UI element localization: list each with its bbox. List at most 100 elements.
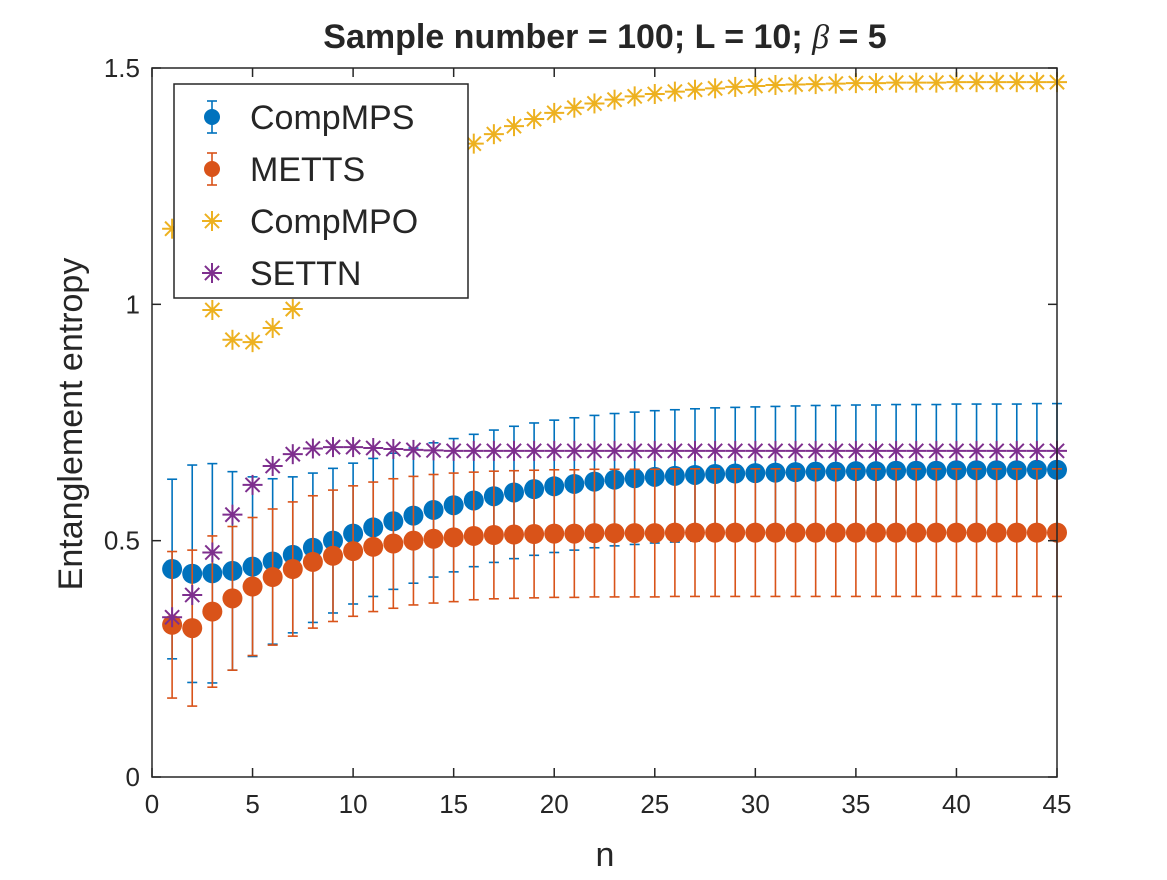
compmpo-point [886, 72, 907, 93]
metts-point [604, 523, 625, 544]
y-tick-label: 1 [126, 289, 140, 319]
x-tick-label: 0 [145, 789, 159, 819]
compmpo-point [242, 332, 263, 353]
legend-marker-metts [204, 161, 220, 177]
metts-point [946, 522, 967, 543]
legend-label-settn: SETTN [250, 255, 361, 293]
x-tick-label: 20 [540, 789, 569, 819]
compmpo-point [966, 72, 987, 93]
compmpo-point [866, 73, 886, 94]
metts-point [926, 522, 947, 543]
metts-point [544, 523, 565, 544]
x-tick-label: 40 [942, 789, 971, 819]
settn-point [785, 440, 806, 461]
series-metts [162, 468, 1067, 707]
compmpo-point [524, 109, 545, 130]
metts-point [886, 522, 907, 543]
compmpo-point [544, 102, 565, 123]
compmpo-point [222, 329, 243, 350]
settn-point [866, 440, 886, 461]
x-tick-label: 15 [439, 789, 468, 819]
compmpo-point [604, 89, 625, 110]
compmpo-point [1006, 72, 1027, 93]
metts-point [504, 524, 524, 545]
settn-point [182, 585, 203, 606]
settn-point [745, 440, 766, 461]
metts-point [745, 522, 766, 543]
chart-legend: CompMPS METTS CompMPO SETTN [173, 83, 469, 299]
x-tick-label: 35 [841, 789, 870, 819]
settn-point [644, 440, 665, 461]
metts-point [564, 523, 585, 544]
settn-point [664, 440, 685, 461]
metts-point [182, 618, 203, 639]
settn-point [604, 440, 625, 461]
compmpo-point [1026, 72, 1047, 93]
compmpo-point [463, 133, 484, 154]
legend-label-metts: METTS [250, 151, 365, 189]
metts-point [323, 545, 343, 566]
settn-point [383, 438, 404, 459]
metts-point [765, 522, 786, 543]
metts-point [906, 522, 927, 543]
compmpo-point [584, 93, 605, 114]
metts-point [463, 525, 484, 546]
y-tick-label: 0.5 [104, 526, 140, 556]
metts-point [986, 522, 1007, 543]
settn-point [483, 440, 504, 461]
metts-point [705, 522, 726, 543]
metts-point [685, 522, 705, 543]
compmpo-point [825, 73, 846, 94]
settn-point [624, 440, 645, 461]
x-tick-label: 10 [339, 789, 368, 819]
compmpo-point [504, 116, 524, 137]
metts-point [443, 527, 464, 548]
compmpo-point [664, 81, 685, 102]
settn-point [765, 440, 786, 461]
x-axis-label: n [596, 836, 615, 874]
metts-point [483, 524, 504, 545]
settn-point [282, 444, 303, 465]
x-tick-label: 45 [1043, 789, 1072, 819]
settn-point [443, 440, 464, 461]
compmpo-point [926, 72, 947, 93]
settn-point [564, 440, 585, 461]
settn-point [544, 440, 565, 461]
settn-point [725, 440, 746, 461]
settn-point [805, 440, 826, 461]
compmpo-point [483, 124, 504, 145]
compmpo-point [765, 75, 786, 96]
metts-point [805, 522, 826, 543]
legend-label-compmps: CompMPS [250, 99, 414, 137]
y-tick-label: 1.5 [104, 53, 140, 83]
metts-point [584, 523, 605, 544]
metts-point [282, 559, 303, 580]
settn-point [986, 440, 1007, 461]
settn-point [222, 504, 243, 525]
settn-point [886, 440, 907, 461]
settn-point [162, 607, 183, 628]
metts-point [866, 522, 886, 543]
plot-frame [151, 67, 1058, 778]
legend-marker-settn [202, 263, 222, 283]
settn-point [363, 438, 384, 459]
metts-point [302, 551, 323, 572]
x-tick-label: 5 [245, 789, 259, 819]
metts-point [644, 523, 665, 544]
settn-point [906, 440, 927, 461]
settn-point [504, 440, 524, 461]
settn-point [403, 439, 424, 460]
compmpo-point [745, 75, 766, 96]
compmpo-point [262, 317, 283, 338]
compmpo-point [845, 73, 866, 94]
legend-marker-compmpo [202, 211, 222, 231]
compmpo-point [986, 72, 1007, 93]
compmpo-point [564, 97, 585, 118]
settn-point [705, 440, 726, 461]
metts-point [785, 522, 806, 543]
metts-point [966, 522, 987, 543]
compmpo-point [705, 78, 726, 99]
settn-point [242, 474, 263, 495]
y-tick-label: 0 [126, 762, 140, 792]
